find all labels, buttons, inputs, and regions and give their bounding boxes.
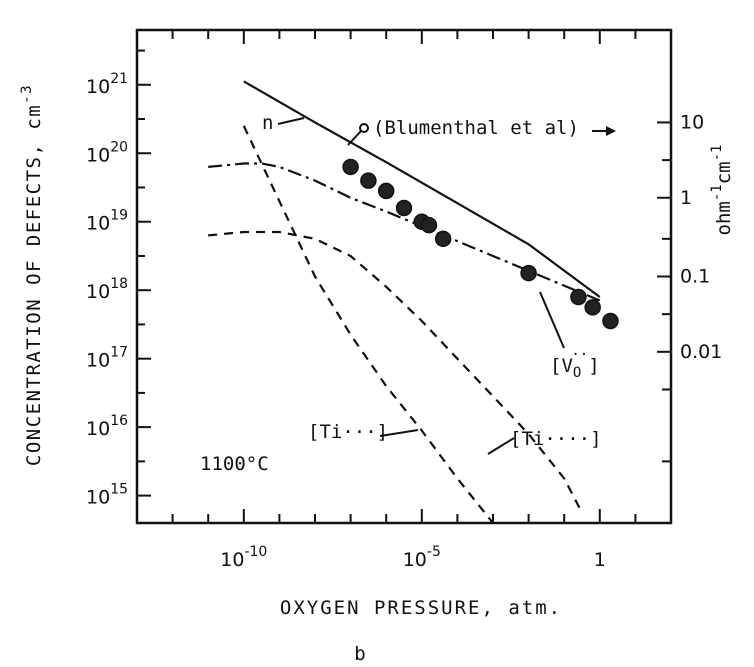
data-points-group bbox=[342, 158, 619, 330]
blumenthal-marker-leader bbox=[347, 130, 362, 146]
temperature-label: 1100°C bbox=[200, 453, 269, 475]
y2-tick-label: 0.01 bbox=[680, 341, 722, 363]
y2-axis-cm: cm bbox=[713, 161, 735, 184]
annotation-vo-leader bbox=[539, 291, 565, 349]
data-point bbox=[342, 158, 359, 176]
y-tick-exp: 20 bbox=[110, 139, 128, 155]
axis-ticks bbox=[136, 30, 672, 523]
y-tick-label: 1017 bbox=[86, 345, 128, 372]
annotation-ti4-leader bbox=[487, 437, 515, 455]
x-tick-exp: -5 bbox=[427, 544, 441, 560]
y-tick-exp: 16 bbox=[110, 413, 128, 429]
svg-text:ohm-1cm-1: ohm-1cm-1 bbox=[709, 145, 735, 236]
data-point bbox=[602, 312, 619, 330]
series-line bbox=[242, 125, 494, 524]
y2-tick-label: 1 bbox=[680, 187, 692, 209]
y-tick-label: 1019 bbox=[86, 208, 128, 235]
y2-tick-label: 0.1 bbox=[680, 266, 710, 288]
y-tick-base: 10 bbox=[86, 76, 110, 98]
y-tick-base: 10 bbox=[86, 281, 110, 303]
vo-subscript: O bbox=[573, 365, 581, 381]
y2-axis-exp2: -1 bbox=[709, 145, 725, 162]
x-tick-label: 1 bbox=[594, 549, 606, 571]
panel-label: b bbox=[354, 643, 365, 665]
x-tick-base: 10 bbox=[220, 549, 244, 571]
annotation-n: n bbox=[262, 112, 273, 134]
data-point bbox=[570, 288, 587, 306]
y-tick-label: 1015 bbox=[86, 482, 128, 509]
series-line bbox=[208, 230, 583, 514]
y-tick-label: 1016 bbox=[86, 413, 128, 440]
x-axis-label: OXYGEN PRESSURE, atm. bbox=[280, 597, 562, 619]
y-tick-label: 1018 bbox=[86, 276, 128, 303]
blumenthal-open-marker bbox=[359, 123, 369, 133]
series-group bbox=[208, 80, 601, 524]
y-tick-base: 10 bbox=[86, 144, 110, 166]
y-tick-base: 10 bbox=[86, 350, 110, 372]
tick-labels-group: 10-10 10-5 1101510161017101810191020102110… bbox=[86, 71, 722, 571]
annotation-blumenthal: (Blumenthal et al) bbox=[373, 117, 579, 139]
series-line bbox=[208, 162, 601, 302]
y2-axis-title: ohm-1cm-1 bbox=[709, 145, 735, 236]
y-tick-base: 10 bbox=[86, 213, 110, 235]
vo-open: [V bbox=[550, 355, 573, 377]
y-tick-exp: 15 bbox=[110, 482, 128, 498]
y2-tick-label: 10 bbox=[680, 111, 704, 133]
data-point bbox=[420, 216, 438, 234]
annotation-n-leader bbox=[277, 117, 305, 125]
y-tick-base: 10 bbox=[86, 418, 110, 440]
y-tick-exp: 18 bbox=[110, 276, 128, 292]
vo-close: ] bbox=[588, 355, 599, 377]
svg-text:CONCENTRATION OF DEFECTS, cm-3: CONCENTRATION OF DEFECTS, cm-3 bbox=[19, 84, 45, 466]
data-point bbox=[395, 199, 413, 217]
y-tick-label: 1021 bbox=[86, 71, 128, 98]
data-point bbox=[377, 182, 395, 200]
annotation-ti3: [Ti···] bbox=[308, 421, 388, 443]
y-axis-title: CONCENTRATION OF DEFECTS, cm-3 bbox=[19, 84, 45, 466]
x-tick-exp: -10 bbox=[244, 544, 267, 560]
x-tick-base: 10 bbox=[403, 549, 427, 571]
x-tick-label: 10-10 bbox=[220, 544, 267, 571]
y-tick-exp: 21 bbox=[110, 71, 128, 87]
annotation-ti3-leader bbox=[379, 429, 419, 437]
y2-axis-exp1: -1 bbox=[709, 184, 725, 201]
data-point bbox=[434, 230, 452, 248]
y-tick-base: 10 bbox=[86, 487, 110, 509]
y-axis-label-exp: -3 bbox=[19, 84, 35, 104]
data-point bbox=[520, 264, 537, 282]
blumenthal-arrowhead bbox=[606, 126, 616, 136]
data-point bbox=[360, 172, 377, 189]
y-tick-exp: 19 bbox=[110, 208, 128, 224]
vo-dots: ·· bbox=[571, 347, 588, 363]
x-tick-base: 1 bbox=[594, 549, 606, 571]
y-tick-label: 1020 bbox=[86, 139, 128, 166]
x-tick-label: 10-5 bbox=[403, 544, 441, 571]
y-tick-exp: 17 bbox=[110, 345, 128, 361]
series-line bbox=[243, 80, 601, 298]
data-point bbox=[584, 299, 601, 316]
y2-axis-label: ohm bbox=[713, 201, 735, 235]
annotation-ti4: [Ti····] bbox=[510, 428, 602, 450]
annotation-vo: [VO ··] bbox=[550, 347, 600, 381]
y-axis-label: CONCENTRATION OF DEFECTS, cm bbox=[23, 104, 45, 466]
